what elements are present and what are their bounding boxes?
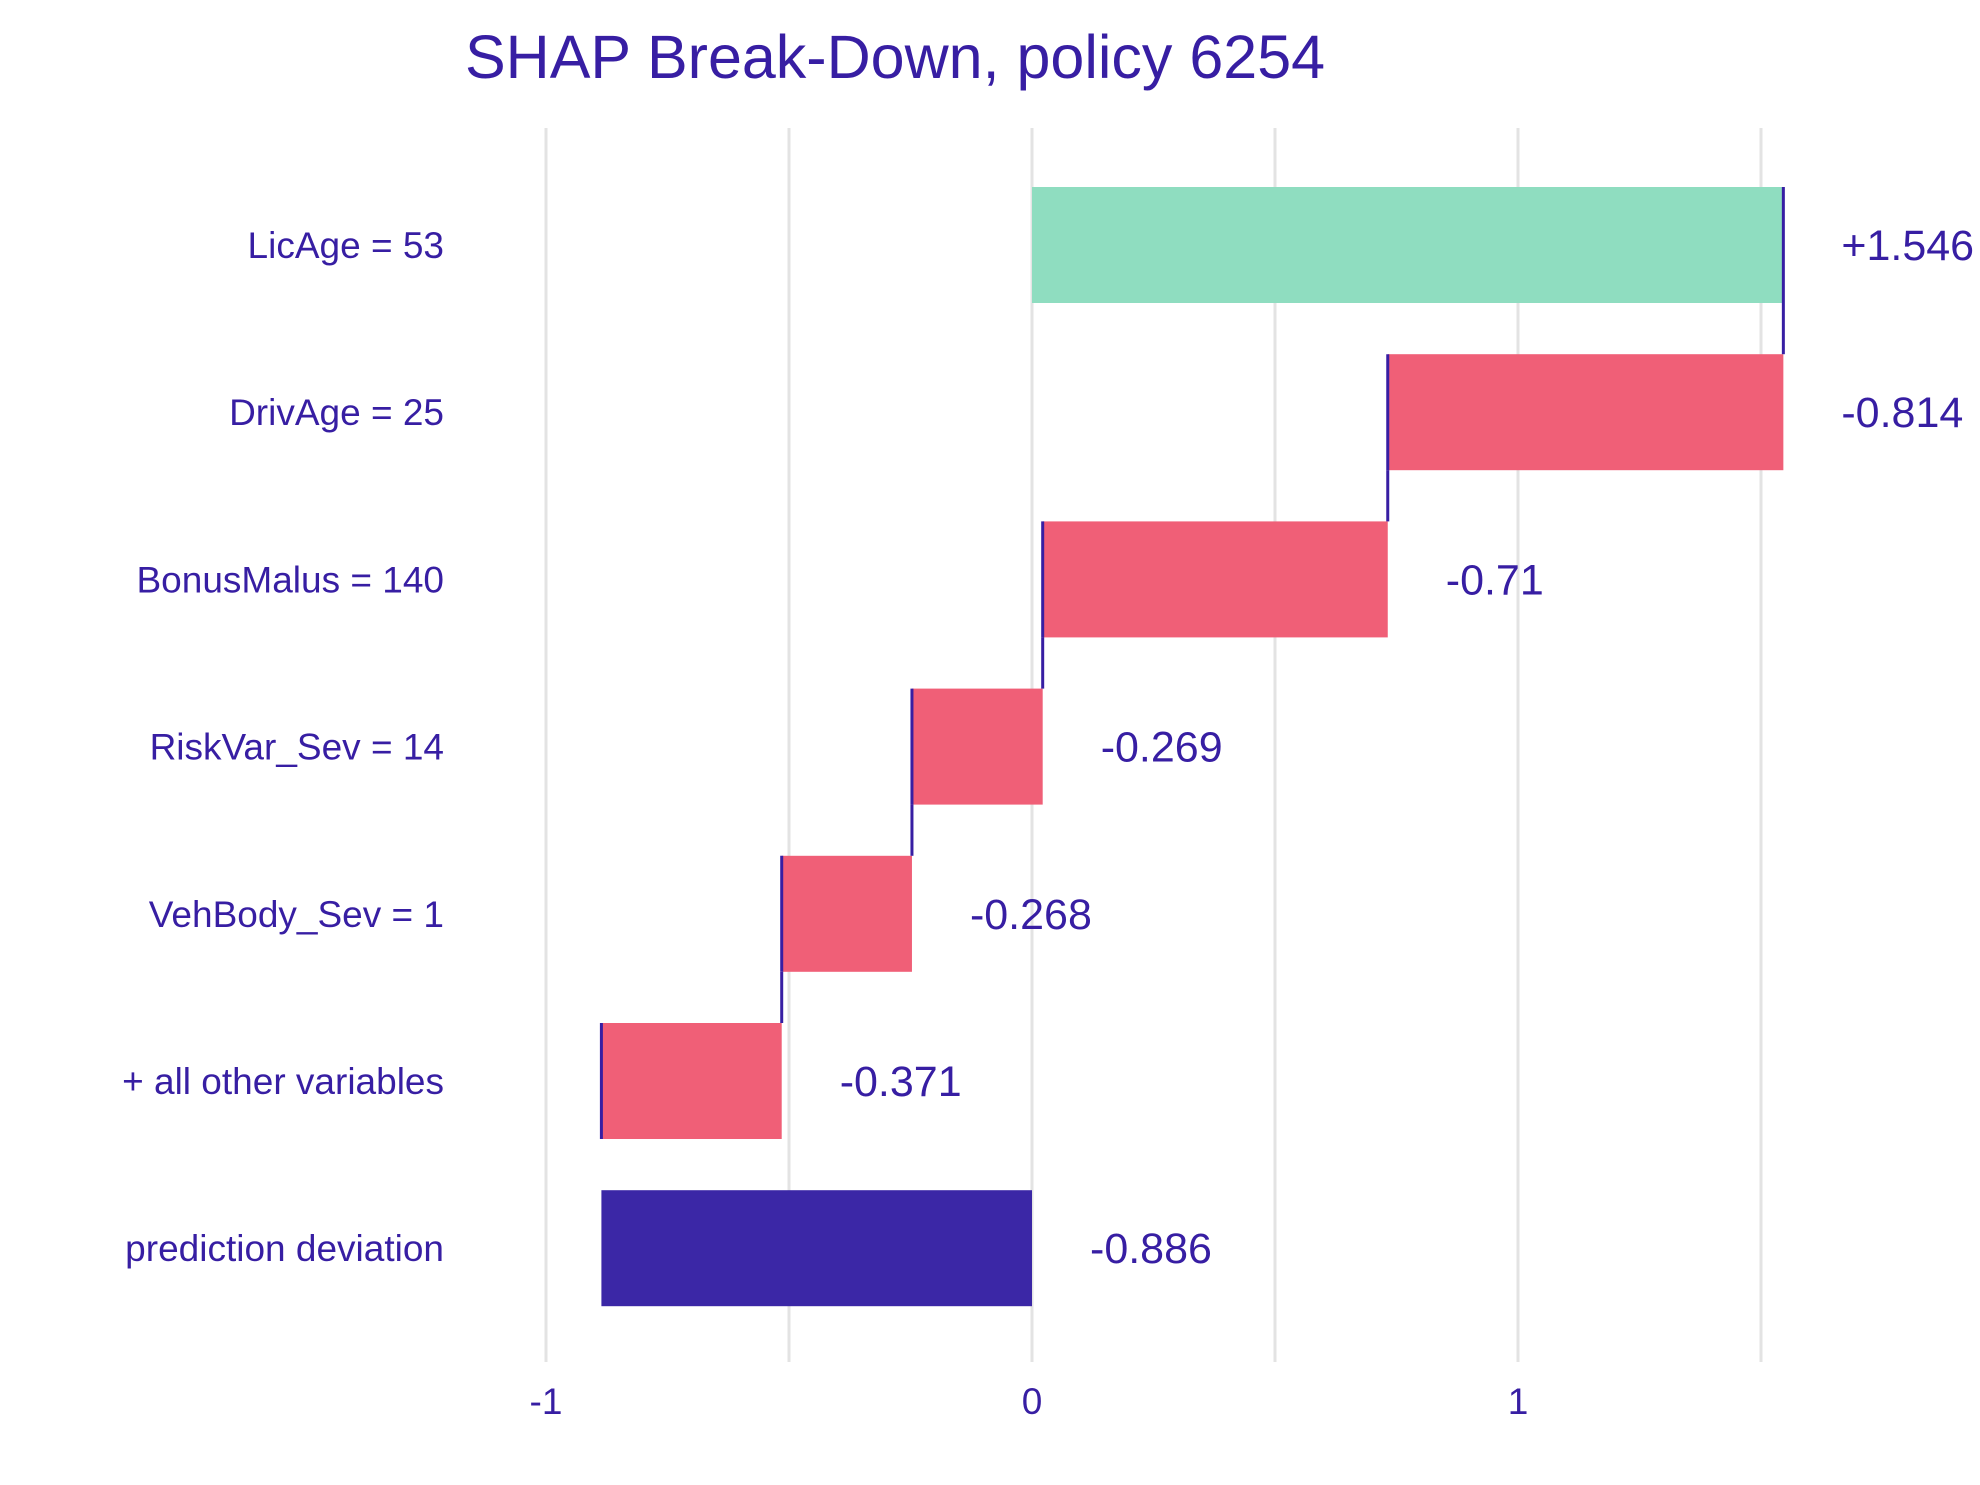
contribution-bar [1032, 187, 1784, 303]
category-label: DrivAge = 25 [229, 392, 444, 433]
category-label: LicAge = 53 [248, 225, 444, 266]
bars-layer [601, 187, 1784, 1307]
category-label: VehBody_Sev = 1 [149, 894, 444, 935]
value-label: -0.71 [1446, 556, 1544, 604]
value-label: -0.814 [1841, 389, 1963, 437]
total-bar [601, 1190, 1032, 1307]
category-label: prediction deviation [125, 1228, 444, 1269]
contribution-bar [1387, 354, 1784, 471]
contribution-bar [781, 855, 912, 972]
category-label: + all other variables [122, 1061, 444, 1102]
category-label: BonusMalus = 140 [136, 559, 444, 600]
contribution-bar [911, 688, 1043, 805]
value-label: -0.269 [1101, 724, 1223, 772]
connectors-layer [599, 187, 1785, 1139]
category-label: RiskVar_Sev = 14 [150, 727, 444, 768]
contribution-bar [1042, 521, 1388, 638]
x-tick-label: -1 [530, 1381, 563, 1422]
x-tick-label: 0 [1022, 1381, 1043, 1422]
value-label: -0.268 [970, 891, 1092, 939]
contribution-bar [601, 1023, 782, 1139]
value-label: -0.371 [840, 1058, 962, 1106]
x-tick-label: 1 [1508, 1381, 1529, 1422]
value-label: -0.886 [1090, 1225, 1212, 1273]
chart-title: SHAP Break-Down, policy 6254 [465, 23, 1325, 91]
labels-layer: -1 0 1 LicAge = 53 +1.546 DrivAge = 25 -0.814 B… [122, 222, 1974, 1422]
value-label: +1.546 [1841, 222, 1974, 270]
